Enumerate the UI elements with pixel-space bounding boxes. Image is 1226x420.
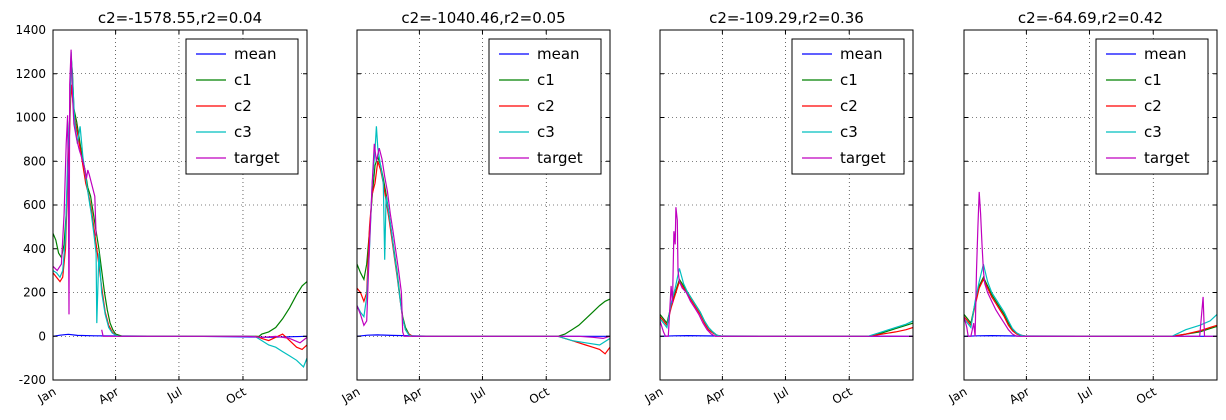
chart-title: c2=-1040.46,r2=0.05	[401, 9, 565, 27]
legend-label-c1: c1	[234, 71, 252, 89]
legend: mean c1 c2 c3 target	[488, 38, 602, 175]
legend-label-mean: mean	[234, 45, 277, 63]
y-tick-label: 600	[23, 198, 46, 212]
legend-label-target: target	[234, 149, 280, 167]
series-line-c2	[53, 84, 307, 351]
x-tick-label: Oct	[1134, 384, 1159, 407]
y-tick-label: 0	[38, 329, 46, 343]
x-tick-label: Jan	[642, 384, 666, 406]
x-tick-label: Apr	[96, 384, 121, 407]
y-tick-label: 400	[23, 242, 46, 256]
y-tick-label: -200	[19, 373, 46, 387]
legend-label-mean: mean	[840, 45, 883, 63]
legend-label-target: target	[1144, 149, 1190, 167]
legend-label-target: target	[840, 149, 886, 167]
series-line-target	[660, 207, 913, 337]
x-tick-label: Jan	[339, 384, 363, 406]
subplot-4: Jan Apr Jul Oct c2=-64.69,r2=0.42 mean c1 c2 c3 t…	[946, 9, 1218, 407]
series-line-c2	[660, 280, 913, 337]
series-line-target	[357, 143, 610, 340]
legend: mean c1 c2 c3 target	[1095, 38, 1209, 175]
legend-label-c1: c1	[840, 71, 858, 89]
x-tick-label: Oct	[830, 384, 855, 407]
x-tick-label: Jul	[771, 384, 791, 404]
x-tick-label: Jan	[35, 384, 59, 406]
chart-title: c2=-109.29,r2=0.36	[709, 9, 864, 27]
subplot-3: Jan Apr Jul Oct c2=-109.29,r2=0.36 mean c1 c2 c3…	[642, 9, 914, 407]
x-tick-label: Jul	[164, 384, 184, 404]
legend-box	[791, 38, 905, 175]
x-tick-label: Jan	[946, 384, 970, 406]
legend-label-c2: c2	[234, 97, 252, 115]
legend-label-c2: c2	[537, 97, 555, 115]
y-tick-label: 800	[23, 154, 46, 168]
subplot-1: -200 0 200 400 600 800 1000 1200 1400 Jan Apr Jul Oc…	[15, 9, 308, 407]
legend: mean c1 c2 c3 target	[185, 38, 299, 175]
legend-label-c1: c1	[1144, 71, 1162, 89]
x-tick-label: Apr	[400, 384, 425, 407]
legend-label-c1: c1	[537, 71, 555, 89]
legend-label-target: target	[537, 149, 583, 167]
series-line-target	[53, 49, 307, 344]
chart-title: c2=-64.69,r2=0.42	[1018, 9, 1163, 27]
x-tick-label: Oct	[224, 384, 249, 407]
legend-label-c2: c2	[840, 97, 858, 115]
series-line-target	[964, 191, 1217, 337]
chart-title: c2=-1578.55,r2=0.04	[98, 9, 262, 27]
legend: mean c1 c2 c3 target	[791, 38, 905, 175]
legend-label-c3: c3	[1144, 123, 1162, 141]
legend-label-c3: c3	[840, 123, 858, 141]
subplot-2: Jan Apr Jul Oct c2=-1040.46,r2=0.05 mean c1 c2 c…	[339, 9, 611, 407]
x-tick-label: Jul	[1075, 384, 1095, 404]
legend-label-mean: mean	[1144, 45, 1187, 63]
y-tick-label: 200	[23, 286, 46, 300]
legend-label-c3: c3	[537, 123, 555, 141]
x-tick-label: Apr	[1007, 384, 1032, 407]
x-tick-label: Jul	[468, 384, 488, 404]
y-tick-label: 1200	[15, 67, 46, 81]
x-tick-label: Oct	[527, 384, 552, 407]
legend-label-c2: c2	[1144, 97, 1162, 115]
legend-label-c3: c3	[234, 123, 252, 141]
y-tick-label: 1400	[15, 23, 46, 37]
y-tick-label: 1000	[15, 111, 46, 125]
x-tick-label: Apr	[703, 384, 728, 407]
legend-label-mean: mean	[537, 45, 580, 63]
